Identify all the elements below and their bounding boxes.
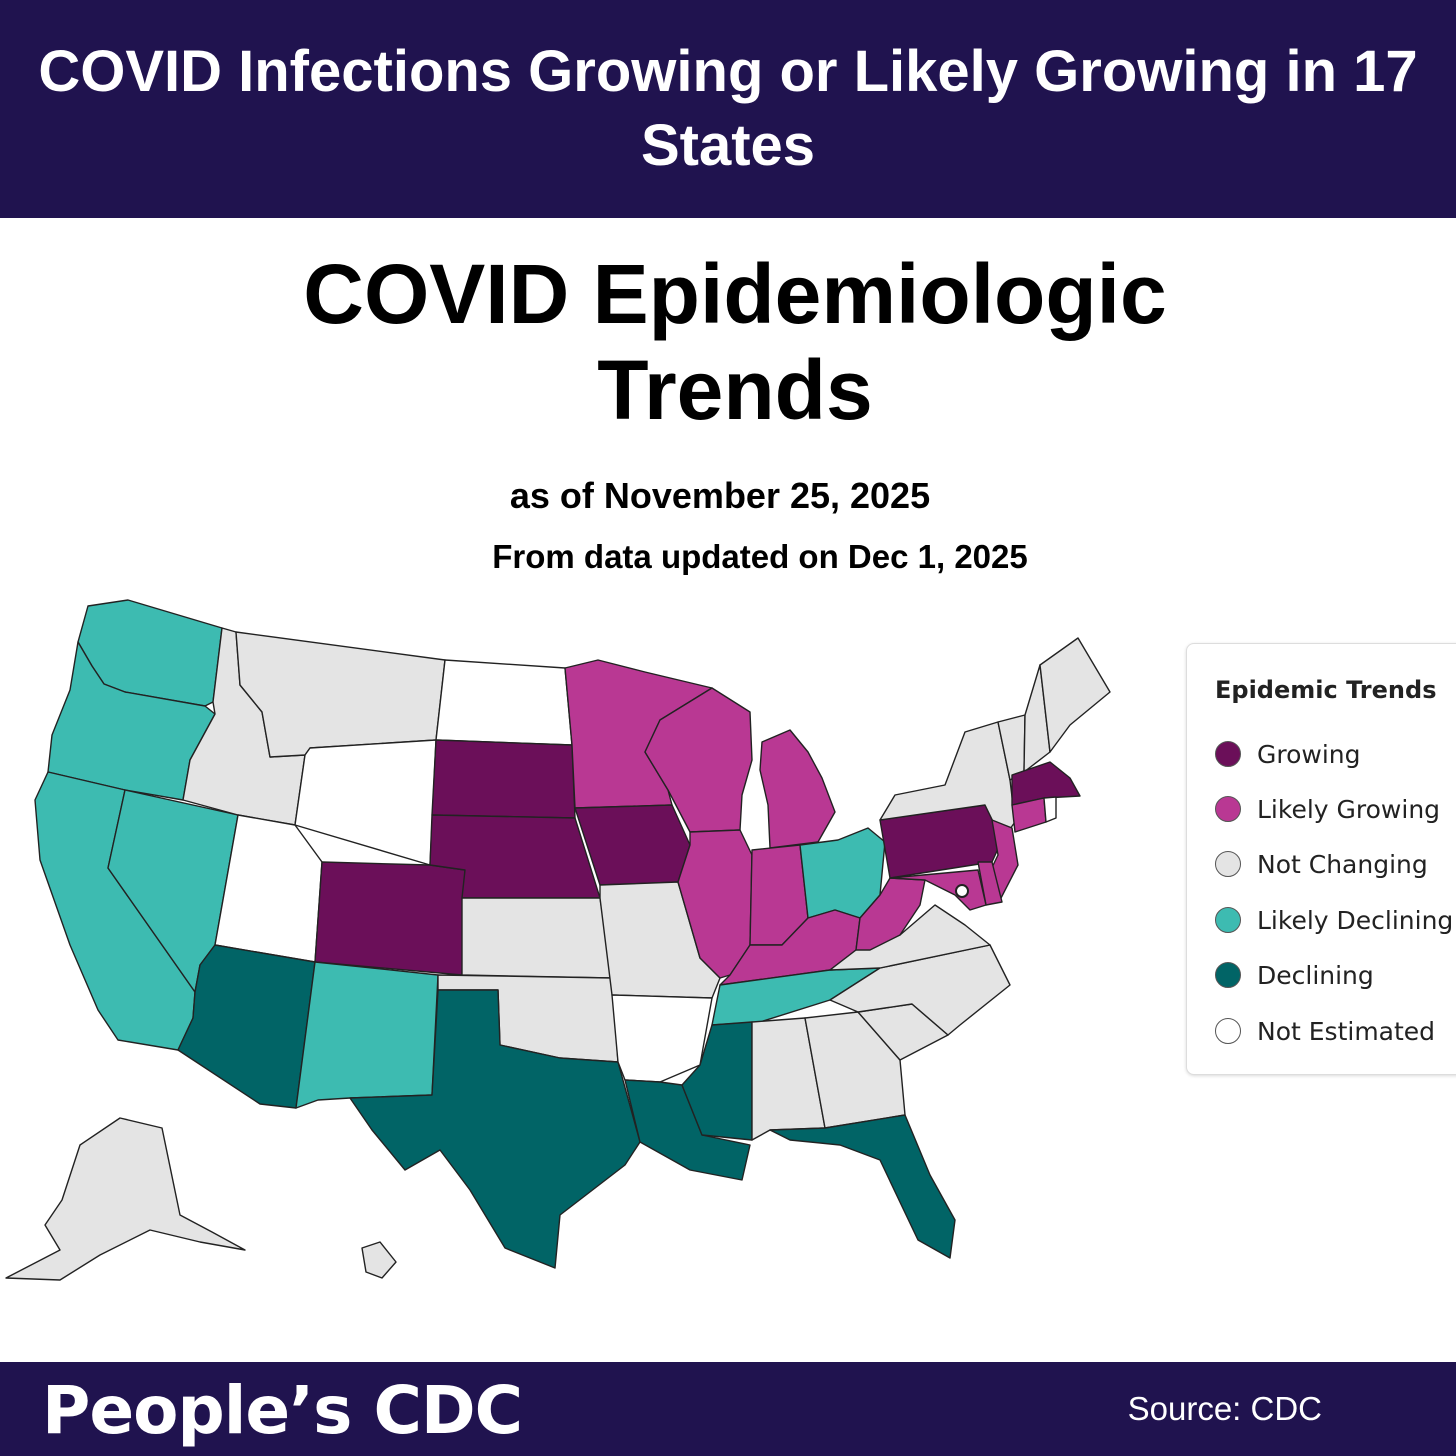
state-WV[interactable] (855, 877, 926, 951)
legend-label: Declining (1257, 960, 1374, 990)
legend-swatch (1215, 962, 1241, 988)
map-title: COVID Epidemiologic Trends (303, 247, 1167, 437)
legend-swatch (1215, 851, 1241, 877)
state-ND[interactable] (435, 659, 573, 746)
bottom-banner: People’s CDC Source: CDC (0, 1362, 1456, 1456)
banner-title: COVID Infections Growing or Likely Growi… (38, 39, 1418, 178)
source-credit: Source: CDC (1127, 1390, 1322, 1427)
legend-item-not-changing: Not Changing (1215, 844, 1428, 884)
state-TX[interactable] (349, 989, 641, 1269)
state-AK[interactable] (5, 1117, 246, 1281)
state-IL[interactable] (677, 829, 753, 979)
legend-swatch (1215, 741, 1241, 767)
state-AZ[interactable] (177, 944, 316, 1109)
state-MT[interactable] (235, 631, 446, 758)
legend-item-likely-declining: Likely Declining (1215, 900, 1453, 940)
legend-label: Likely Declining (1257, 905, 1454, 935)
legend-swatch (1215, 1018, 1241, 1044)
state-SD[interactable] (431, 739, 576, 819)
legend-item-not-estimated: Not Estimated (1215, 1011, 1435, 1051)
data-updated-note: From data updated on Dec 1, 2025 (492, 538, 1028, 575)
state-HI[interactable] (361, 1241, 397, 1279)
state-VA[interactable] (829, 904, 991, 971)
legend-item-declining: Declining (1215, 955, 1374, 995)
state-GA[interactable] (804, 1011, 906, 1129)
dc-marker[interactable] (955, 884, 969, 898)
legend-label: Not Changing (1257, 849, 1428, 879)
map-subtitle: as of November 25, 2025 (509, 475, 931, 516)
state-RI[interactable] (1043, 796, 1057, 823)
state-WY[interactable] (294, 739, 437, 866)
legend-swatch (1215, 907, 1241, 933)
state-CO[interactable] (314, 861, 466, 976)
state-LA[interactable] (624, 1079, 751, 1181)
state-FL[interactable] (769, 1114, 956, 1259)
brand-logo-text: People’s CDC (42, 1372, 523, 1449)
legend-label: Not Estimated (1257, 1016, 1436, 1046)
state-MD[interactable] (889, 869, 987, 911)
legend-item-likely-growing: Likely Growing (1215, 789, 1440, 829)
top-banner: COVID Infections Growing or Likely Growi… (0, 0, 1456, 218)
state-ME[interactable] (1039, 637, 1111, 753)
legend: Epidemic Trends Growing Likely Growing N… (1186, 643, 1456, 1075)
legend-label: Growing (1257, 739, 1361, 769)
state-WI[interactable] (644, 687, 753, 833)
state-NM[interactable] (295, 961, 439, 1109)
legend-swatch (1215, 796, 1241, 822)
state-KS[interactable] (461, 897, 613, 979)
legend-label: Likely Growing (1257, 794, 1441, 824)
state-MI[interactable] (759, 729, 836, 849)
legend-title: Epidemic Trends (1215, 676, 1437, 704)
legend-item-growing: Growing (1215, 734, 1361, 774)
us-states-map (5, 599, 1111, 1281)
